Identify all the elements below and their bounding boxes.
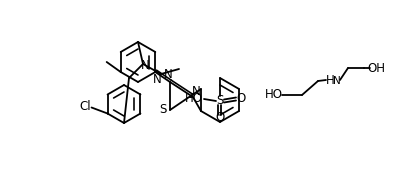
Text: H: H — [325, 74, 334, 88]
Text: HO: HO — [184, 92, 202, 105]
Text: N: N — [140, 60, 149, 73]
Text: HO: HO — [264, 88, 282, 101]
Text: N: N — [153, 73, 161, 86]
Text: N: N — [163, 68, 172, 81]
Text: N: N — [191, 85, 200, 98]
Text: Cl: Cl — [79, 100, 91, 113]
Text: O: O — [236, 92, 245, 105]
Text: N: N — [332, 76, 340, 86]
Text: OH: OH — [366, 63, 384, 75]
Text: O: O — [215, 112, 224, 125]
Text: S: S — [159, 104, 166, 116]
Text: S: S — [216, 94, 223, 108]
